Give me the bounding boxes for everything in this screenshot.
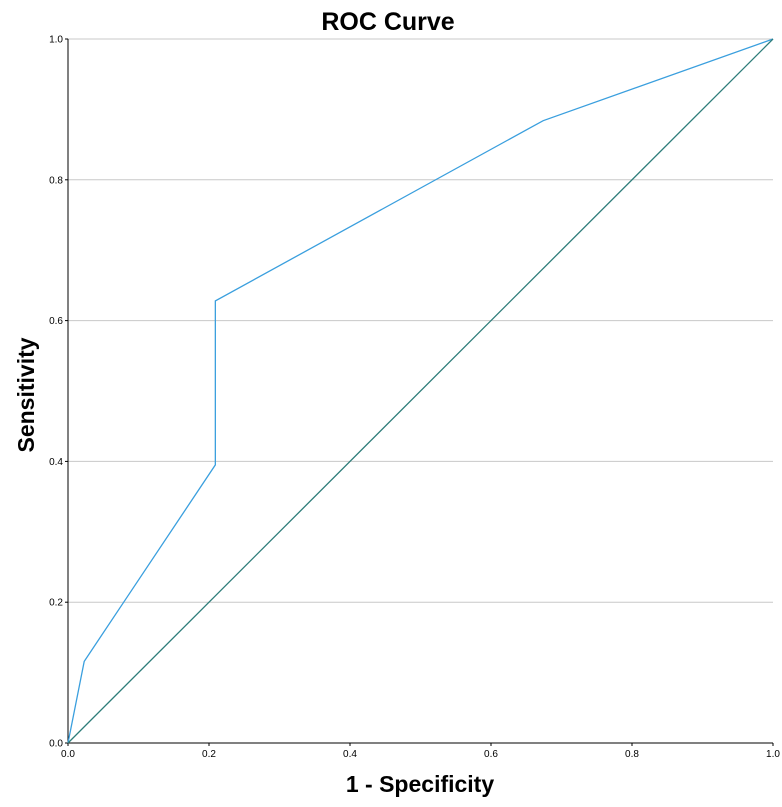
x-axis-title: 1 - Specificity <box>346 771 494 797</box>
series-lines <box>67 38 774 744</box>
y-tick-label: 0.8 <box>49 175 63 186</box>
x-tick-label: 0.0 <box>61 749 75 760</box>
y-tick-label: 0.4 <box>49 457 63 468</box>
x-tick-label: 0.6 <box>484 749 498 760</box>
y-tick-label: 1.0 <box>49 35 63 46</box>
grid-lines <box>68 38 773 603</box>
x-tick-label: 1.0 <box>766 749 780 760</box>
y-axis-title: Sensitivity <box>13 337 39 452</box>
roc-curve-line <box>67 38 774 744</box>
x-tick-label: 0.2 <box>202 749 216 760</box>
y-tick-label: 0.2 <box>49 598 63 609</box>
tick-labels: 0.0 0.2 0.4 0.6 0.8 1.0 0.0 0.2 0.4 0.6 0.8 1.0 <box>49 35 780 761</box>
x-tick-label: 0.4 <box>343 749 357 760</box>
y-tick-label: 0.6 <box>49 316 63 327</box>
axes <box>65 38 774 746</box>
reference-diagonal-line <box>67 38 774 744</box>
x-tick-label: 0.8 <box>625 749 639 760</box>
chart-title: ROC Curve <box>321 8 454 36</box>
y-tick-label: 0.0 <box>49 739 63 750</box>
